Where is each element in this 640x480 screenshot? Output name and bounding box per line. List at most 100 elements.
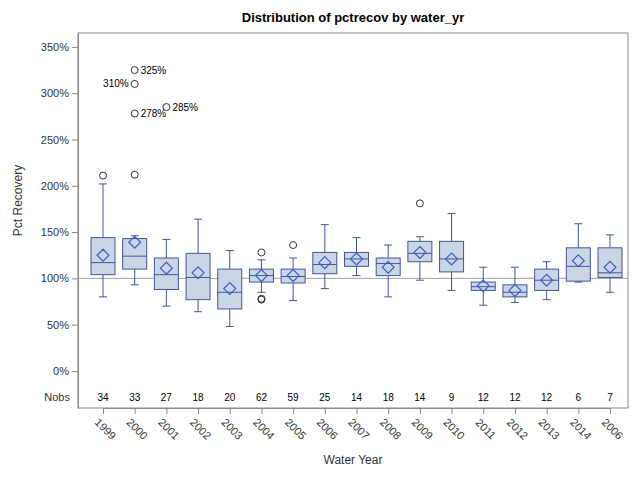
- x-tick: 2005: [283, 408, 309, 442]
- nobs-count: 34: [97, 392, 109, 403]
- lower-whisker-cap: [479, 305, 487, 306]
- box: [598, 235, 622, 292]
- box-body: [503, 285, 527, 297]
- nobs-count: 7: [607, 392, 613, 403]
- upper-whisker-cap: [448, 213, 456, 214]
- mean-marker: [160, 262, 172, 274]
- median-line: [218, 292, 242, 293]
- lower-whisker: [610, 277, 611, 292]
- x-tick: 2004: [251, 408, 277, 442]
- mean-marker: [541, 274, 553, 286]
- x-tick-label: 2014: [568, 416, 594, 442]
- lower-whisker-cap: [448, 290, 456, 291]
- box: [91, 172, 115, 297]
- upper-whisker: [514, 267, 515, 285]
- nobs-count: 18: [193, 392, 205, 403]
- x-tick-mark: [547, 408, 548, 414]
- x-tick-label: 2012: [505, 416, 531, 442]
- upper-whisker: [388, 245, 389, 258]
- x-tick-mark: [293, 408, 294, 414]
- x-tick-label: 2004: [251, 416, 277, 442]
- y-tick-label: 250%: [41, 134, 69, 146]
- x-tick: 2000: [124, 408, 150, 442]
- box: [281, 242, 305, 301]
- nobs-count: 25: [319, 392, 331, 403]
- median-line: [408, 253, 432, 254]
- y-tick: 200%: [41, 180, 78, 192]
- lower-whisker-cap: [511, 302, 519, 303]
- y-tick: 300%: [41, 87, 78, 99]
- lower-whisker-cap: [162, 306, 170, 307]
- lower-whisker: [451, 272, 452, 291]
- mean-marker: [509, 284, 521, 296]
- x-tick: 2006: [315, 408, 341, 442]
- lower-whisker: [261, 282, 262, 292]
- nobs-count: 12: [509, 392, 521, 403]
- box-body: [313, 252, 337, 273]
- median-line: [345, 258, 369, 259]
- lower-whisker-cap: [543, 299, 551, 300]
- upper-whisker-cap: [162, 239, 170, 240]
- box-body: [408, 241, 432, 261]
- upper-whisker: [324, 225, 325, 253]
- upper-whisker: [419, 237, 420, 242]
- box: [249, 249, 273, 303]
- upper-whisker: [546, 262, 547, 269]
- upper-whisker: [166, 239, 167, 258]
- box-body: [598, 248, 622, 278]
- upper-whisker-cap: [257, 259, 265, 260]
- x-tick: 2009: [410, 408, 436, 442]
- mean-marker: [446, 253, 458, 265]
- box-body: [471, 282, 495, 290]
- lower-whisker-cap: [194, 311, 202, 312]
- x-tick-label: 2006: [315, 416, 341, 442]
- x-tick-label: 2013: [536, 416, 562, 442]
- outlier: [258, 249, 265, 256]
- x-tick-mark: [230, 408, 231, 414]
- y-tick: 250%: [41, 134, 78, 146]
- outlier: [100, 172, 107, 179]
- lower-whisker: [483, 290, 484, 305]
- mean-marker: [129, 236, 141, 248]
- box: [123, 67, 147, 285]
- mean-marker: [382, 261, 394, 273]
- mean-marker: [192, 267, 204, 279]
- nobs-count: 9: [449, 392, 455, 403]
- x-tick: 2006: [600, 408, 626, 442]
- box: [218, 251, 242, 327]
- x-tick: 2012: [505, 408, 531, 442]
- box: [345, 238, 369, 276]
- x-tick: 2011: [473, 408, 498, 442]
- median-line: [313, 264, 337, 265]
- outlier-labels: 278%310%325%285%: [103, 65, 198, 120]
- mean-marker: [97, 249, 109, 261]
- nobs-count: 18: [383, 392, 395, 403]
- x-tick-mark: [166, 408, 167, 414]
- x-tick-label: 2005: [283, 416, 309, 442]
- x-tick: 1999: [93, 408, 119, 442]
- box-body: [186, 253, 210, 299]
- median-line: [123, 256, 147, 257]
- x-tick-mark: [261, 408, 262, 414]
- mean-marker: [414, 247, 426, 259]
- x-axis-title: Water Year: [324, 453, 383, 467]
- lower-whisker-cap: [353, 275, 361, 276]
- background: [0, 0, 640, 480]
- box-body: [123, 239, 147, 270]
- x-tick-label: 2001: [156, 416, 182, 442]
- x-tick-mark: [515, 408, 516, 414]
- lower-whisker-cap: [99, 296, 107, 297]
- lower-whisker: [198, 300, 199, 312]
- box-body: [440, 241, 464, 272]
- x-tick: 2002: [188, 408, 214, 442]
- upper-whisker-cap: [289, 258, 297, 259]
- lower-whisker: [419, 262, 420, 281]
- title: Distribution of pctrecov by water_yr: [242, 10, 465, 25]
- nobs-count: 6: [576, 392, 582, 403]
- x-tick-label: 2008: [378, 416, 404, 442]
- upper-whisker-cap: [194, 219, 202, 220]
- upper-whisker: [610, 235, 611, 248]
- lower-whisker-cap: [321, 288, 329, 289]
- outlier-label: 325%: [141, 65, 167, 76]
- median-line: [186, 277, 210, 278]
